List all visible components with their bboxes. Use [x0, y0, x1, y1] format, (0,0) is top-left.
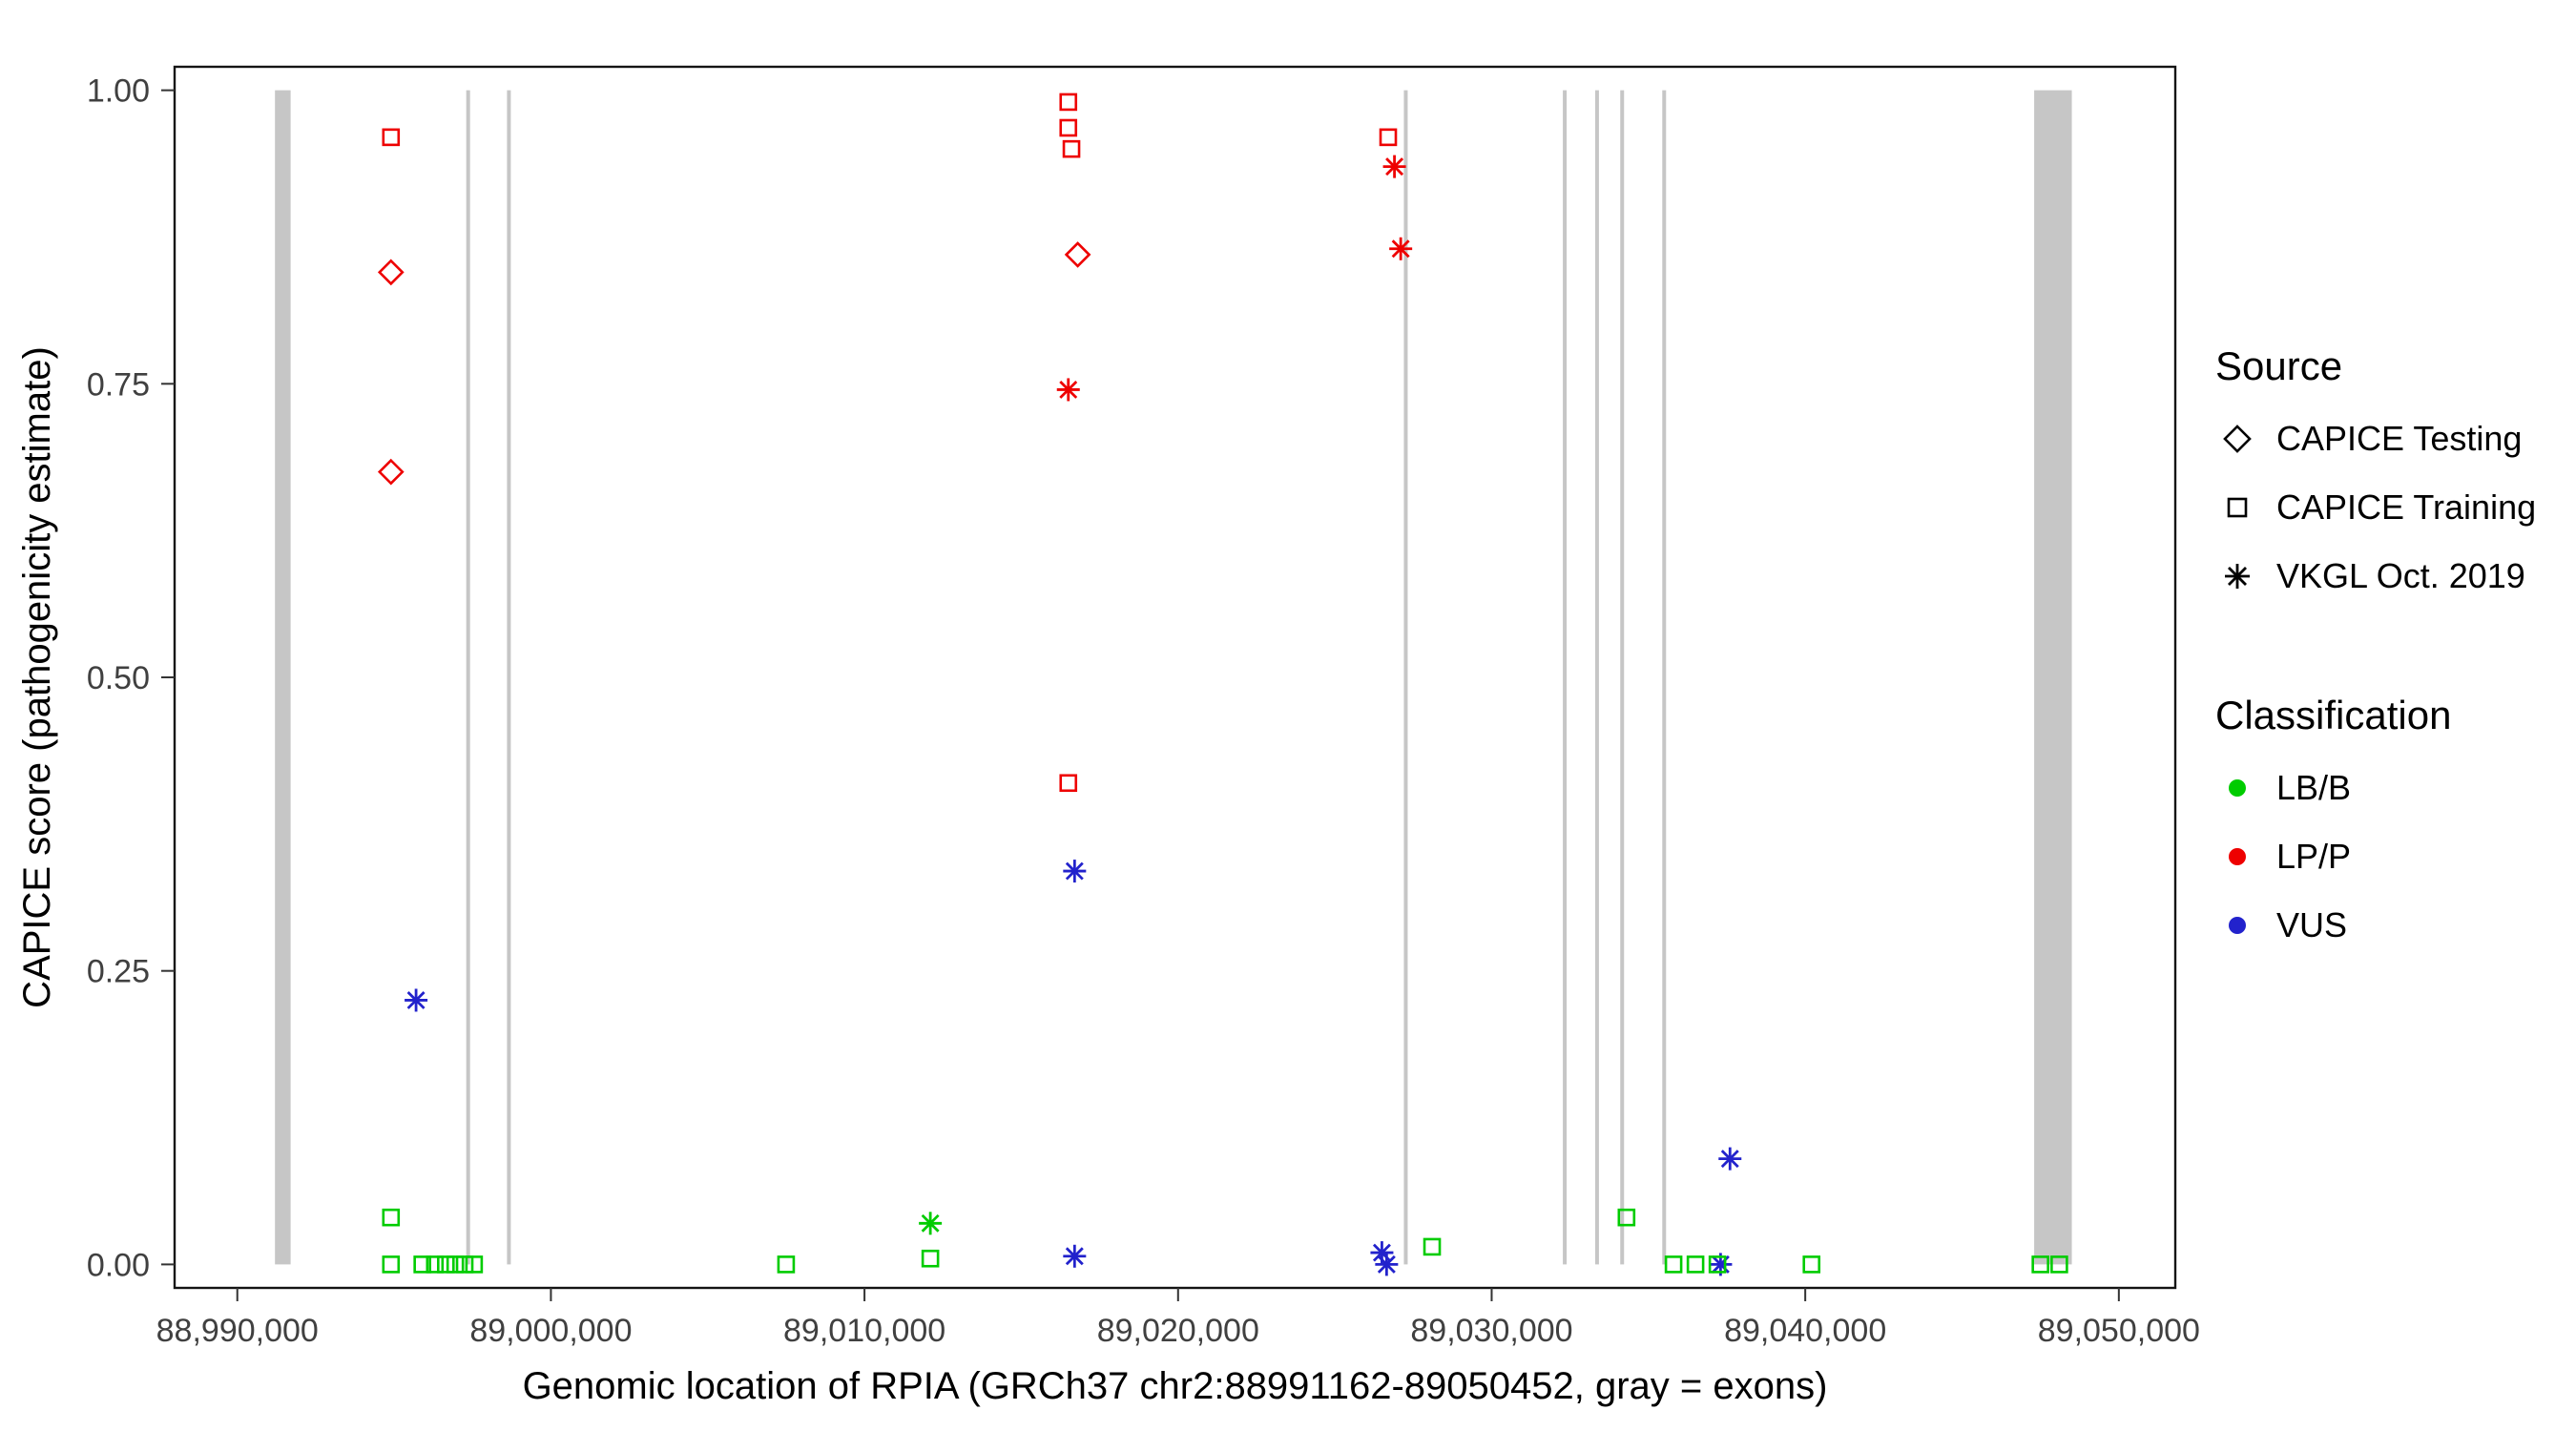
y-tick-label: 0.00	[87, 1247, 150, 1283]
exon-bar	[2034, 90, 2072, 1265]
data-point-square	[446, 1255, 465, 1274]
legend-label-capice-training: CAPICE Training	[2276, 487, 2537, 527]
legend-source-title: Source	[2215, 343, 2343, 388]
data-point-square	[1059, 118, 1078, 137]
legend-label-vus: VUS	[2276, 905, 2348, 944]
legend-item-lbb: LB/B	[2215, 754, 2536, 822]
data-point-square	[465, 1255, 484, 1274]
data-point-asterisk	[406, 990, 426, 1009]
legend-item-capice-testing: CAPICE Testing	[2215, 404, 2536, 473]
data-point-diamond	[1064, 241, 1091, 268]
y-tick-label: 0.75	[87, 366, 150, 403]
data-point-diamond	[377, 458, 405, 486]
legend: Source CAPICE Testing CAPICE Training	[2215, 343, 2536, 960]
data-point-square	[1379, 128, 1398, 147]
legend-label-capice-testing: CAPICE Testing	[2276, 419, 2523, 458]
asterisk-icon	[2215, 557, 2259, 595]
data-point-asterisk	[1391, 239, 1410, 259]
data-point-square	[1423, 1237, 1442, 1256]
data-point-square	[1686, 1255, 1705, 1274]
data-point-square	[382, 128, 401, 147]
square-icon	[2215, 488, 2259, 527]
y-tick-label: 1.00	[87, 73, 150, 110]
data-point-square	[437, 1255, 455, 1274]
data-point-square	[1664, 1255, 1683, 1274]
exon-bar	[1662, 90, 1667, 1265]
legend-label-vkgl: VKGL Oct. 2019	[2276, 556, 2525, 595]
y-axis-title: CAPICE score (pathogenicity estimate)	[16, 346, 58, 1008]
data-point-asterisk	[1065, 861, 1084, 881]
data-point-square	[1802, 1255, 1821, 1274]
y-tick-label: 0.25	[87, 954, 150, 990]
exon-bar	[1594, 90, 1599, 1265]
x-axis-title: Genomic location of RPIA (GRCh37 chr2:88…	[523, 1365, 1828, 1407]
data-point-square	[1059, 93, 1078, 112]
exon-bar	[275, 90, 291, 1265]
x-tick-label: 88,990,000	[156, 1313, 319, 1349]
exon-bar	[1563, 90, 1568, 1265]
exon-bar	[507, 90, 511, 1265]
data-point-asterisk	[1065, 1247, 1084, 1266]
data-point-square	[455, 1255, 474, 1274]
panel-border	[173, 65, 2177, 1290]
data-point-square	[382, 1255, 401, 1274]
data-point-asterisk	[1385, 157, 1404, 176]
legend-source-group: Source CAPICE Testing CAPICE Training	[2215, 343, 2536, 611]
data-point-square	[1059, 774, 1078, 793]
blue-dot-icon	[2215, 917, 2259, 934]
legend-item-vus: VUS	[2215, 891, 2536, 960]
x-tick-label: 89,040,000	[1724, 1313, 1886, 1349]
legend-label-lbb: LB/B	[2276, 768, 2352, 807]
x-tick-label: 89,050,000	[2038, 1313, 2200, 1349]
exon-bar	[466, 90, 470, 1265]
data-point-diamond	[377, 259, 405, 286]
data-point-square	[382, 1208, 401, 1227]
data-point-square	[2050, 1255, 2068, 1274]
legend-item-lpp: LP/P	[2215, 822, 2536, 891]
red-dot-icon	[2215, 848, 2259, 865]
exon-bar	[1620, 90, 1625, 1265]
x-tick-label: 89,020,000	[1097, 1313, 1259, 1349]
data-point-square	[1617, 1208, 1636, 1227]
x-tick-label: 89,010,000	[783, 1313, 945, 1349]
data-point-asterisk	[921, 1213, 940, 1233]
legend-gap	[2215, 611, 2536, 693]
data-point-square	[921, 1249, 940, 1268]
diamond-icon	[2215, 420, 2259, 458]
legend-classification-group: Classification LB/B LP/P VUS	[2215, 693, 2536, 960]
exon-bar	[1403, 90, 1408, 1265]
data-point-square	[777, 1255, 796, 1274]
data-point-asterisk	[1372, 1243, 1391, 1262]
x-tick-label: 89,030,000	[1410, 1313, 1572, 1349]
legend-label-lpp: LP/P	[2276, 837, 2352, 876]
legend-item-capice-training: CAPICE Training	[2215, 473, 2536, 542]
data-point-square	[1708, 1255, 1727, 1274]
green-dot-icon	[2215, 779, 2259, 797]
data-point-asterisk	[1059, 380, 1078, 399]
data-point-asterisk	[1377, 1255, 1396, 1274]
legend-item-vkgl: VKGL Oct. 2019	[2215, 542, 2536, 611]
data-point-asterisk	[1720, 1150, 1739, 1169]
data-point-square	[1062, 139, 1081, 158]
data-point-square	[2031, 1255, 2049, 1274]
data-point-square	[413, 1255, 431, 1274]
data-point-square	[426, 1255, 445, 1274]
legend-classification-title: Classification	[2215, 693, 2452, 737]
y-tick-label: 0.50	[87, 660, 150, 696]
x-tick-label: 89,000,000	[469, 1313, 632, 1349]
